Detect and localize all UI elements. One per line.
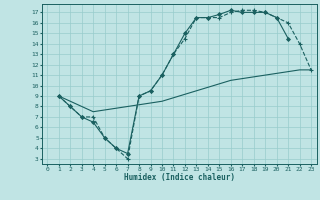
X-axis label: Humidex (Indice chaleur): Humidex (Indice chaleur) bbox=[124, 173, 235, 182]
